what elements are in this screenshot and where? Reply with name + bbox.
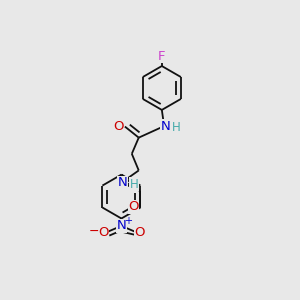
Text: F: F: [158, 50, 166, 63]
Text: +: +: [124, 216, 132, 226]
Text: H: H: [172, 121, 181, 134]
Text: −: −: [88, 225, 99, 239]
Text: O: O: [134, 226, 145, 239]
Text: O: O: [128, 200, 139, 213]
Text: H: H: [130, 178, 139, 190]
Text: O: O: [98, 226, 109, 239]
Text: N: N: [116, 219, 126, 232]
Text: N: N: [118, 176, 128, 189]
Text: O: O: [113, 120, 124, 133]
Text: N: N: [160, 120, 170, 133]
